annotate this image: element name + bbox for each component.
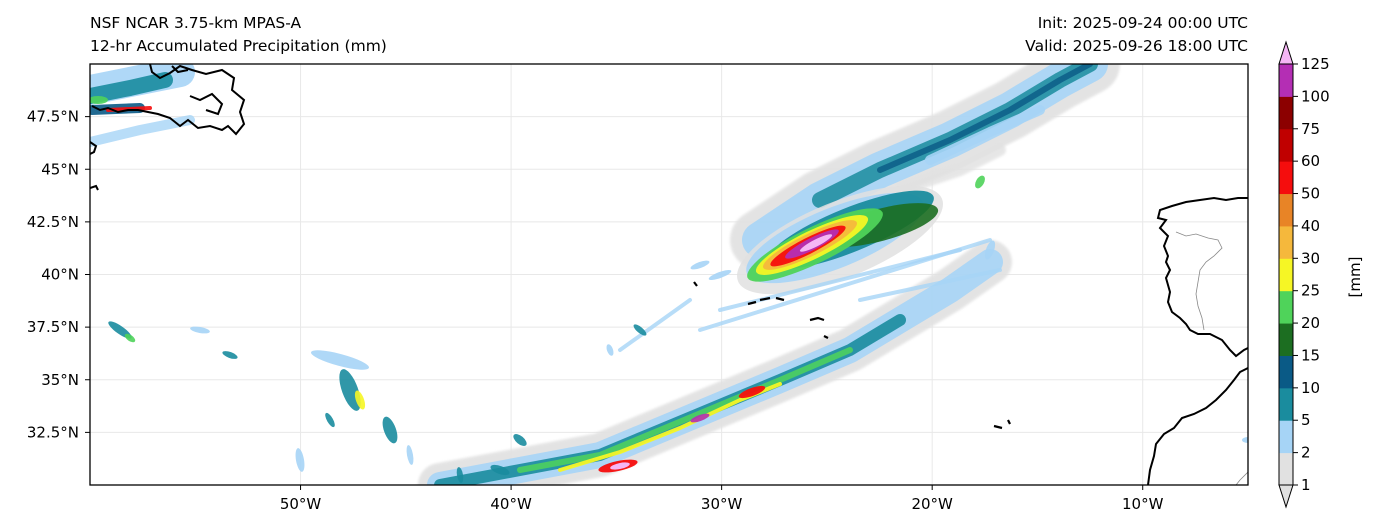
- field-title: 12-hr Accumulated Precipitation (mm): [90, 37, 387, 55]
- colorbar-level-label: 25: [1301, 282, 1320, 300]
- colorbar-level-label: 20: [1301, 314, 1320, 332]
- colorbar-level-label: 40: [1301, 217, 1320, 235]
- precip-cell: [456, 467, 464, 483]
- precip-cell: [310, 350, 370, 370]
- precip-cell: [222, 351, 238, 359]
- colorbar-swatch: [1279, 193, 1293, 227]
- precip-cell: [513, 434, 527, 446]
- precip-cell: [738, 385, 766, 399]
- iberia-coast: [1156, 196, 1248, 358]
- lon-tick-label: 10°W: [1122, 495, 1164, 513]
- colorbar-extend-max: [1278, 40, 1294, 65]
- init-time: Init: 2025-09-24 00:00 UTC: [1037, 14, 1248, 32]
- cape-breton-coast: [90, 141, 98, 155]
- lat-tick-label: 32.5°N: [27, 423, 79, 441]
- colorbar-swatches: [1278, 40, 1294, 509]
- lon-tick-label: 50°W: [280, 495, 322, 513]
- newfoundland-coast: [91, 64, 246, 136]
- colorbar-swatch: [1279, 323, 1293, 356]
- colorbar-swatch: [1279, 64, 1293, 97]
- precip-band: [90, 72, 173, 104]
- precip-band: [618, 298, 692, 352]
- graticule: [90, 64, 1248, 485]
- precip-band: [90, 115, 195, 147]
- africa-coast: [1147, 367, 1248, 485]
- colorbar-level-label: 30: [1301, 249, 1320, 267]
- colorbar-swatch: [1279, 290, 1293, 324]
- lat-tick-label: 35°N: [41, 371, 79, 389]
- colorbar-level-label: 50: [1301, 185, 1320, 203]
- colorbar-level-label: 1: [1301, 476, 1311, 494]
- precip-cell: [339, 369, 361, 411]
- colorbar-swatch: [1279, 355, 1293, 389]
- precip-cell: [610, 462, 630, 470]
- precip-cell: [606, 344, 614, 356]
- lon-tick-label: 30°W: [701, 495, 743, 513]
- colorbar-swatch: [1279, 258, 1293, 292]
- portugal-spain-border: [1175, 231, 1223, 331]
- lat-tick-label: 42.5°N: [27, 213, 79, 231]
- colorbar-swatch: [1279, 161, 1293, 195]
- colorbar-unit-label: [mm]: [1346, 257, 1364, 298]
- precip-cell: [382, 416, 398, 444]
- precip-cell: [406, 445, 414, 465]
- precip-cell: [799, 234, 833, 252]
- precip-cell: [90, 96, 108, 104]
- lat-tick-label: 47.5°N: [27, 108, 79, 126]
- precip-cell: [1242, 437, 1248, 443]
- precip-cell: [633, 324, 647, 336]
- precip-cell: [708, 270, 732, 280]
- coastlines: [90, 64, 1248, 485]
- colorbar-level-label: 125: [1301, 55, 1330, 73]
- precip-cell: [975, 175, 985, 189]
- colorbar-level-label: 2: [1301, 444, 1311, 462]
- nova-scotia-coast: [90, 184, 99, 191]
- valid-time: Valid: 2025-09-26 18:00 UTC: [1025, 37, 1248, 55]
- precip-band: [517, 347, 853, 473]
- precip-cell: [325, 412, 335, 428]
- colorbar-level-label: 10: [1301, 379, 1320, 397]
- axis-ticks: 47.5°N 45°N 42.5°N 40°N 37.5°N 35°N 32.5°N 50°W…: [27, 108, 1164, 513]
- colorbar-swatch: [1279, 96, 1293, 130]
- colorbar-swatch: [1279, 128, 1293, 162]
- precip-cell: [354, 390, 366, 410]
- colorbar-level-label: 60: [1301, 152, 1320, 170]
- precip-cell: [690, 413, 710, 423]
- colorbar-swatch: [1279, 452, 1293, 486]
- lon-tick-label: 40°W: [490, 495, 532, 513]
- lon-tick-label: 20°W: [911, 495, 953, 513]
- model-title: NSF NCAR 3.75-km MPAS-A: [90, 14, 302, 32]
- precip-band: [925, 105, 1045, 165]
- precip-cell: [190, 326, 210, 334]
- precip-cell: [490, 464, 510, 476]
- colorbar-swatch: [1279, 420, 1293, 454]
- lat-tick-label: 45°N: [41, 160, 79, 178]
- precip-field: [90, 64, 1248, 485]
- colorbar-level-label: 15: [1301, 346, 1320, 364]
- precip-band: [894, 144, 1006, 196]
- precip-band: [858, 268, 1002, 302]
- azores-islands: [693, 281, 1011, 430]
- precip-cell: [295, 448, 305, 472]
- morocco-algeria-border: [1235, 471, 1248, 485]
- colorbar-swatch: [1279, 225, 1293, 259]
- colorbar-outline: [1278, 63, 1294, 486]
- colorbar-level-label: 100: [1301, 87, 1330, 105]
- lat-tick-label: 37.5°N: [27, 318, 79, 336]
- precip-cell: [124, 333, 136, 343]
- colorbar-extend-min: [1278, 484, 1294, 509]
- precip-cell: [690, 260, 710, 270]
- precip-band: [877, 64, 1093, 173]
- colorbar-swatch: [1279, 387, 1293, 421]
- precip-cell: [984, 240, 996, 260]
- colorbar-level-label: 5: [1301, 411, 1311, 429]
- colorbar-level-label: 75: [1301, 120, 1320, 138]
- lat-tick-label: 40°N: [41, 266, 79, 284]
